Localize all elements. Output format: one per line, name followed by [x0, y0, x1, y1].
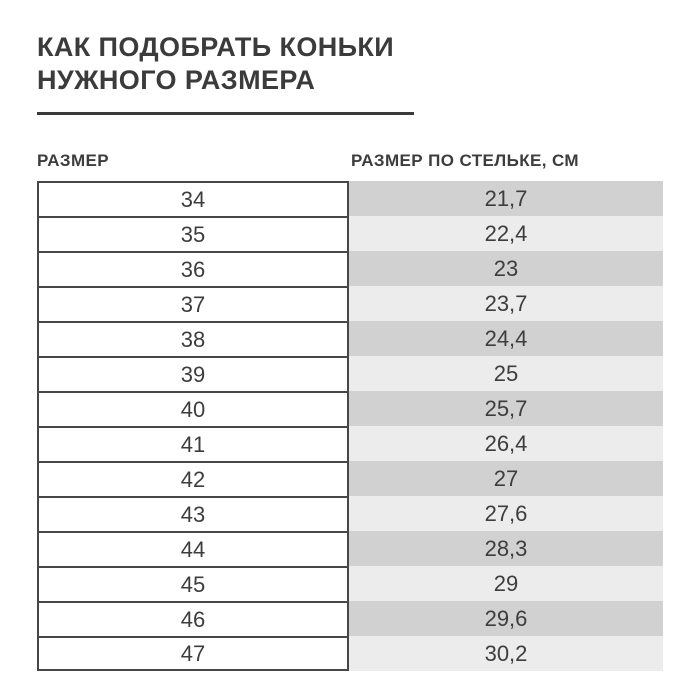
table-row: 42 27 [37, 461, 663, 496]
insole-cell: 29,6 [349, 601, 663, 636]
insole-cell: 25 [349, 356, 663, 391]
table-row: 39 25 [37, 356, 663, 391]
table-row: 37 23,7 [37, 286, 663, 321]
size-table-body: 34 21,7 35 22,4 36 23 37 23,7 38 24,4 39… [37, 181, 663, 671]
table-row: 41 26,4 [37, 426, 663, 461]
size-cell: 37 [37, 286, 349, 321]
title-underline [37, 112, 414, 115]
size-cell: 38 [37, 321, 349, 356]
table-row: 35 22,4 [37, 216, 663, 251]
table-row: 38 24,4 [37, 321, 663, 356]
table-row: 36 23 [37, 251, 663, 286]
size-cell: 45 [37, 566, 349, 601]
page-title: КАК ПОДОБРАТЬ КОНЬКИ НУЖНОГО РАЗМЕРА [37, 31, 700, 97]
insole-cell: 25,7 [349, 391, 663, 426]
table-row: 46 29,6 [37, 601, 663, 636]
insole-cell: 27,6 [349, 496, 663, 531]
insole-cell: 26,4 [349, 426, 663, 461]
size-cell: 35 [37, 216, 349, 251]
size-cell: 42 [37, 461, 349, 496]
table-row: 40 25,7 [37, 391, 663, 426]
table-row: 44 28,3 [37, 531, 663, 566]
table-column-headers: РАЗМЕР РАЗМЕР ПО СТЕЛЬКЕ, СМ [37, 151, 663, 171]
insole-cell: 21,7 [349, 181, 663, 216]
column-header-size: РАЗМЕР [37, 151, 110, 170]
page-title-line-1: КАК ПОДОБРАТЬ КОНЬКИ [37, 32, 395, 62]
table-row: 34 21,7 [37, 181, 663, 216]
size-cell: 43 [37, 496, 349, 531]
size-table: 34 21,7 35 22,4 36 23 37 23,7 38 24,4 39… [37, 181, 663, 671]
insole-cell: 23,7 [349, 286, 663, 321]
size-cell: 46 [37, 601, 349, 636]
insole-cell: 27 [349, 461, 663, 496]
size-cell: 39 [37, 356, 349, 391]
insole-cell: 23 [349, 251, 663, 286]
size-guide-page: КАК ПОДОБРАТЬ КОНЬКИ НУЖНОГО РАЗМЕРА РАЗ… [37, 31, 700, 671]
size-cell: 40 [37, 391, 349, 426]
insole-cell: 24,4 [349, 321, 663, 356]
table-row: 43 27,6 [37, 496, 663, 531]
insole-cell: 30,2 [349, 636, 663, 671]
insole-cell: 28,3 [349, 531, 663, 566]
page-title-line-2: НУЖНОГО РАЗМЕРА [37, 65, 316, 95]
size-cell: 41 [37, 426, 349, 461]
table-row: 47 30,2 [37, 636, 663, 671]
size-cell: 47 [37, 636, 349, 671]
size-cell: 34 [37, 181, 349, 216]
column-header-insole: РАЗМЕР ПО СТЕЛЬКЕ, СМ [351, 151, 579, 170]
insole-cell: 22,4 [349, 216, 663, 251]
insole-cell: 29 [349, 566, 663, 601]
table-row: 45 29 [37, 566, 663, 601]
size-cell: 44 [37, 531, 349, 566]
size-cell: 36 [37, 251, 349, 286]
